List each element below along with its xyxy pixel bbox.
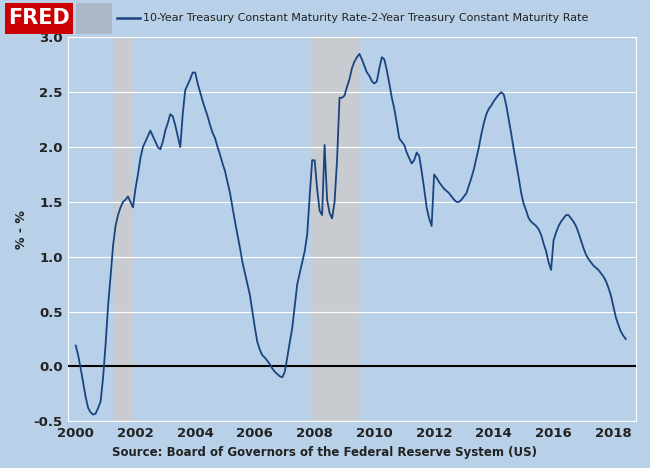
Text: FRED: FRED [8,8,70,28]
Y-axis label: % - %: % - % [15,210,28,249]
FancyBboxPatch shape [76,3,112,35]
Bar [312,37,359,421]
Text: 10-Year Treasury Constant Maturity Rate-2-Year Treasury Constant Maturity Rate: 10-Year Treasury Constant Maturity Rate-… [143,13,588,23]
Bar [113,37,133,421]
Text: Source: Board of Governors of the Federal Reserve System (US): Source: Board of Governors of the Federa… [112,446,538,459]
FancyBboxPatch shape [5,3,73,35]
